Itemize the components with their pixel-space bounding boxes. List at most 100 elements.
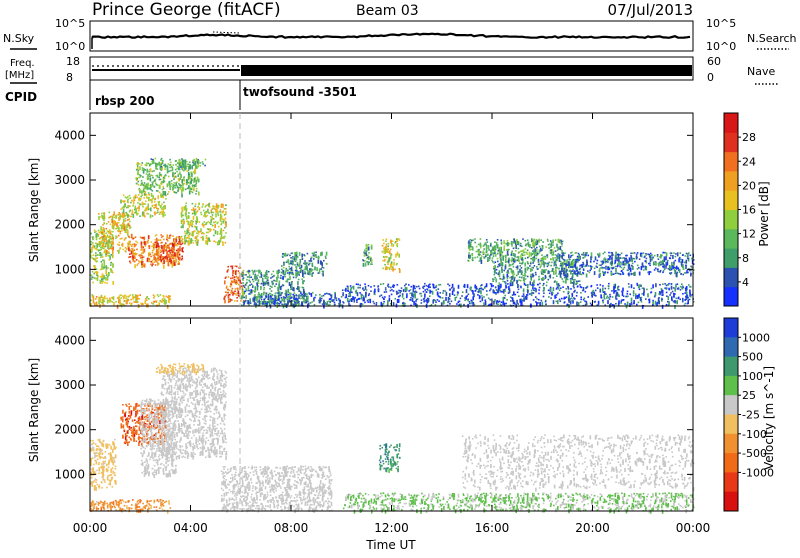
- range-cell: [472, 290, 474, 292]
- range-cell: [671, 283, 673, 285]
- range-cell: [424, 293, 426, 295]
- range-cell: [505, 259, 507, 263]
- range-cell: [528, 256, 530, 258]
- range-cell: [579, 265, 581, 267]
- range-cell: [524, 252, 526, 254]
- range-cell: [195, 185, 197, 187]
- range-cell: [103, 268, 105, 270]
- range-cell: [158, 249, 160, 253]
- range-cell: [160, 205, 162, 207]
- range-cell: [281, 269, 283, 271]
- range-cell: [302, 258, 304, 260]
- range-cell: [471, 240, 473, 242]
- range-cell: [271, 302, 273, 304]
- range-cell: [163, 239, 165, 241]
- range-cell: [472, 296, 474, 300]
- range-cell: [560, 274, 562, 278]
- range-cell: [564, 252, 566, 254]
- range-cell: [213, 235, 215, 237]
- range-cell: [685, 255, 687, 257]
- range-cell: [518, 295, 520, 297]
- range-cell: [595, 256, 597, 260]
- range-cell: [179, 254, 181, 256]
- range-cell: [424, 283, 426, 285]
- range-cell: [108, 244, 110, 246]
- range-cell: [545, 275, 547, 279]
- range-cell: [276, 277, 278, 279]
- range-cell: [236, 276, 238, 278]
- range-cell: [159, 185, 161, 189]
- colorbar-segment: [724, 287, 738, 307]
- range-cell: [560, 240, 562, 242]
- range-cell: [307, 262, 309, 264]
- range-cell: [498, 248, 500, 250]
- range-cell: [283, 296, 285, 298]
- range-cell: [174, 172, 176, 174]
- range-cell: [165, 198, 167, 200]
- range-cell: [517, 292, 519, 294]
- range-cell: [485, 299, 487, 301]
- range-cell: [496, 301, 498, 305]
- range-cell: [96, 275, 98, 277]
- range-cell: [506, 249, 508, 251]
- range-cell: [139, 294, 141, 296]
- range-cell: [101, 229, 103, 231]
- range-cell: [682, 293, 684, 295]
- range-cell: [204, 165, 206, 167]
- range-cell: [590, 261, 592, 263]
- range-cell: [118, 250, 120, 254]
- range-cell: [140, 254, 142, 256]
- range-cell: [126, 248, 128, 250]
- range-cell: [533, 299, 535, 301]
- range-cell: [641, 301, 643, 303]
- range-cell: [199, 165, 201, 167]
- range-cell: [160, 254, 162, 256]
- range-cell: [646, 258, 648, 260]
- range-cell: [323, 295, 325, 297]
- range-cell: [631, 298, 633, 302]
- range-cell: [415, 300, 417, 302]
- range-cell: [539, 267, 541, 269]
- range-cell: [528, 242, 530, 244]
- range-cell: [572, 300, 574, 302]
- range-cell: [198, 204, 200, 206]
- range-cell: [524, 281, 526, 283]
- range-cell: [553, 287, 555, 291]
- range-cell: [175, 169, 177, 171]
- range-cell: [230, 278, 232, 280]
- range-cell: [143, 203, 145, 205]
- range-cell: [113, 214, 115, 216]
- range-cell: [468, 240, 470, 244]
- range-cell: [668, 301, 670, 305]
- range-cell: [245, 284, 247, 286]
- range-cell: [651, 291, 653, 293]
- range-cell: [511, 285, 513, 287]
- range-cell: [663, 270, 665, 272]
- range-cell: [98, 234, 100, 236]
- range-cell: [363, 263, 365, 267]
- range-cell: [263, 299, 265, 301]
- range-cell: [192, 189, 194, 191]
- range-cell: [493, 262, 495, 264]
- range-cell: [408, 290, 410, 292]
- range-cell: [136, 164, 138, 166]
- range-cell: [115, 235, 117, 237]
- range-cell: [254, 301, 256, 303]
- range-cell: [105, 244, 107, 246]
- range-cell: [106, 282, 108, 284]
- range-cell: [108, 255, 110, 257]
- range-cell: [617, 265, 619, 267]
- range-cell: [502, 281, 504, 283]
- range-cell: [179, 257, 181, 261]
- range-cell: [172, 172, 174, 174]
- range-cell: [510, 265, 512, 267]
- range-cell: [655, 292, 657, 296]
- range-cell: [126, 224, 128, 228]
- range-cell: [655, 267, 657, 269]
- range-cell: [275, 293, 277, 295]
- range-cell: [134, 249, 136, 251]
- range-cell: [504, 277, 506, 279]
- range-cell: [570, 256, 572, 258]
- range-cell: [631, 258, 633, 262]
- range-cell: [547, 239, 549, 241]
